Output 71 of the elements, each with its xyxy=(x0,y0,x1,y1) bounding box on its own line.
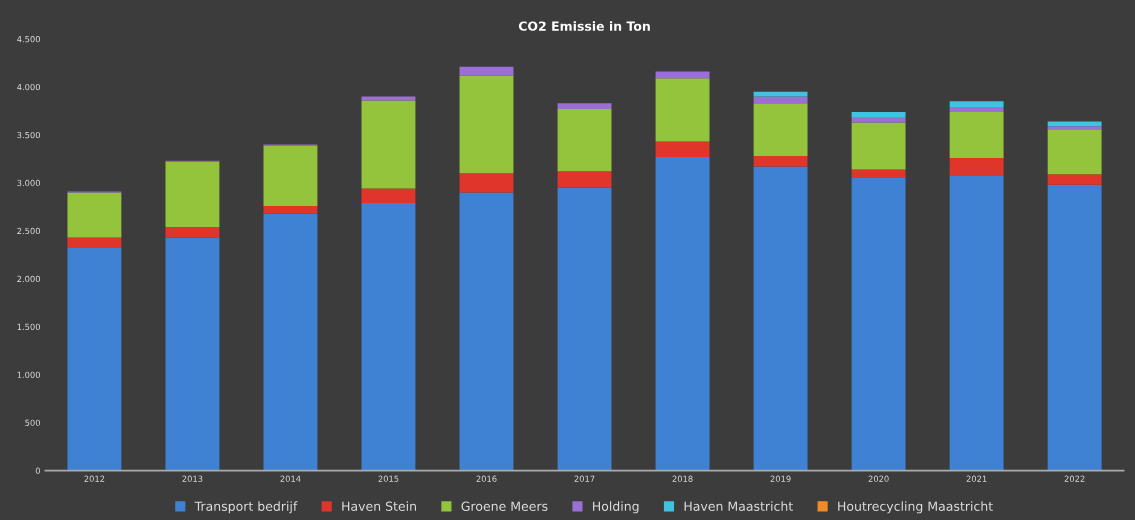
legend-label: Haven Maastricht xyxy=(684,501,793,511)
bar xyxy=(459,66,514,76)
bar xyxy=(165,237,220,471)
x-tick-label: 2014 xyxy=(280,475,301,482)
bar xyxy=(361,100,416,189)
y-tick-label: 2.500 xyxy=(17,227,40,235)
bar xyxy=(851,122,906,170)
bar xyxy=(557,187,612,471)
x-tick-label: 2022 xyxy=(1064,475,1085,482)
bar xyxy=(753,156,808,167)
y-tick-label: 1.500 xyxy=(17,323,40,331)
bar xyxy=(949,157,1004,176)
bar xyxy=(67,237,122,249)
x-tick-label: 2013 xyxy=(182,475,203,482)
x-tick-label: 2015 xyxy=(378,475,399,482)
y-tick-label: 3.500 xyxy=(17,131,40,139)
bar xyxy=(263,205,318,214)
x-tick-label: 2020 xyxy=(868,475,889,482)
bar xyxy=(557,171,612,188)
y-tick-label: 2.000 xyxy=(17,275,40,283)
bar xyxy=(263,213,318,471)
legend-label: Haven Stein xyxy=(342,501,416,511)
bar xyxy=(361,188,416,204)
bar xyxy=(459,192,514,471)
bar xyxy=(655,71,710,79)
bar xyxy=(263,145,318,206)
bar xyxy=(165,161,220,227)
bar xyxy=(361,203,416,471)
bar xyxy=(949,101,1004,108)
x-tick-label: 2018 xyxy=(672,475,693,482)
bar xyxy=(165,226,220,238)
bar xyxy=(949,175,1004,471)
bar xyxy=(655,78,710,142)
bar xyxy=(1047,184,1102,471)
bar xyxy=(949,111,1004,158)
x-tick-label: 2019 xyxy=(770,475,791,482)
legend-label: Houtrecycling Maastricht xyxy=(838,501,993,514)
bar xyxy=(1047,129,1102,175)
chart-title: CO2 Emissie in Ton xyxy=(518,21,650,31)
y-tick-label: 500 xyxy=(25,419,40,426)
y-tick-label: 1.000 xyxy=(17,371,40,378)
bar xyxy=(753,96,808,104)
bar xyxy=(1047,126,1102,130)
bar xyxy=(1047,121,1102,127)
bar xyxy=(67,248,122,471)
x-tick-label: 2017 xyxy=(574,475,595,482)
x-tick-label: 2021 xyxy=(966,475,987,482)
bar xyxy=(753,103,808,157)
bar xyxy=(459,75,514,174)
y-tick-label: 4.500 xyxy=(17,35,40,43)
bar xyxy=(1047,174,1102,185)
bar xyxy=(67,192,122,238)
bar xyxy=(557,109,612,172)
bar xyxy=(851,178,906,471)
bar xyxy=(459,173,514,193)
bar xyxy=(655,156,710,471)
legend-label: Groene Meers xyxy=(461,501,548,511)
y-tick-label: 4.000 xyxy=(17,83,40,91)
bar xyxy=(851,169,906,179)
bar xyxy=(753,166,808,471)
legend-label: Holding xyxy=(593,501,639,514)
bar xyxy=(655,141,710,157)
bar xyxy=(557,103,612,110)
bar xyxy=(949,107,1004,112)
bar xyxy=(753,91,808,97)
x-tick-label: 2016 xyxy=(476,475,497,482)
y-tick-label: 3.000 xyxy=(17,179,40,187)
bar xyxy=(851,111,906,118)
legend-label: Transport bedrijf xyxy=(194,501,298,514)
y-tick-label: 0 xyxy=(35,467,40,474)
x-tick-label: 2012 xyxy=(84,475,105,482)
